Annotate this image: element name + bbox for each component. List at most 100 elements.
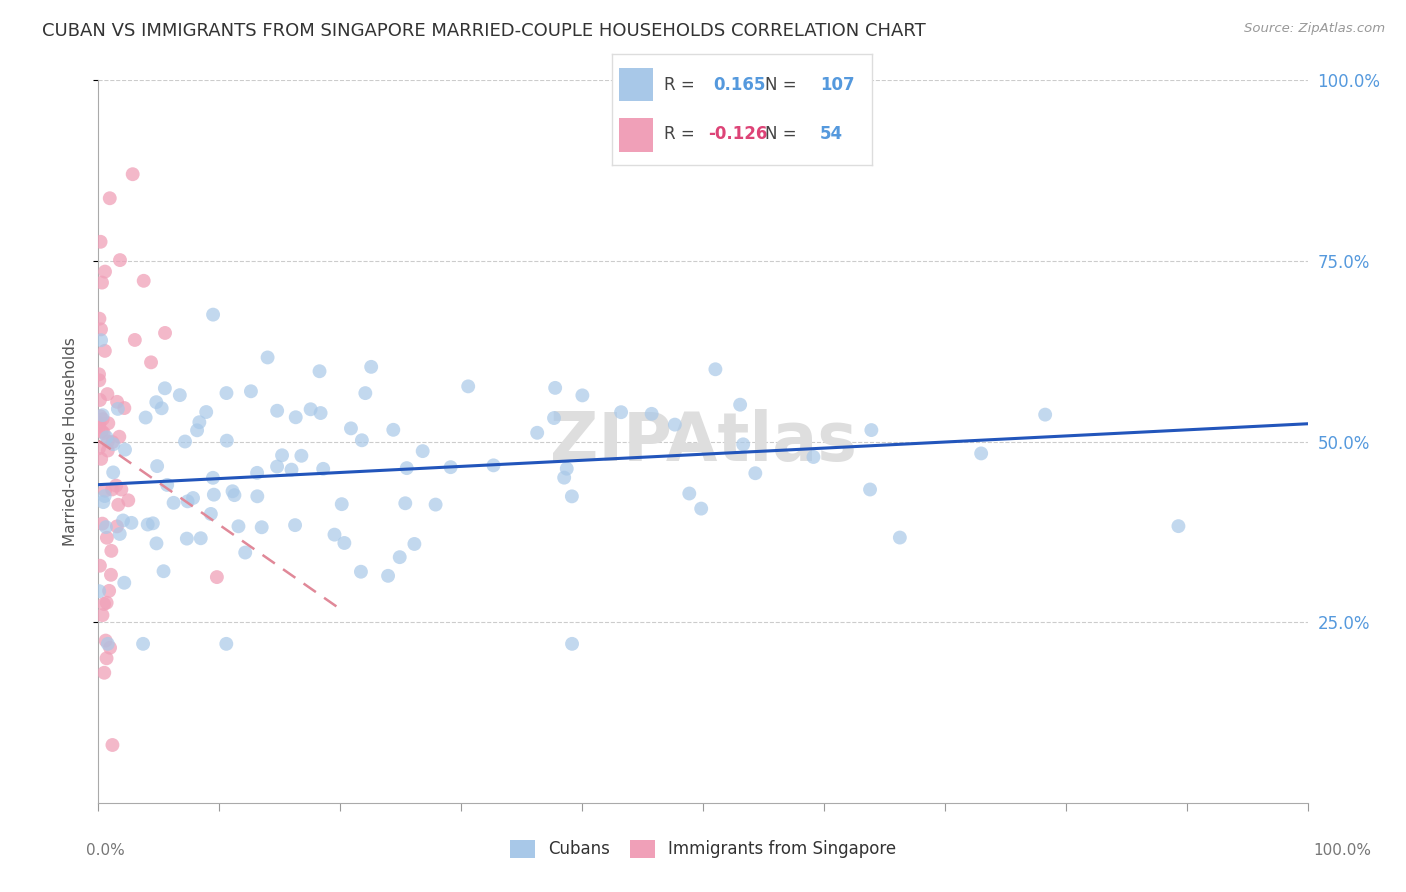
Point — [350, 434, 373, 448]
Point — [1167, 519, 1189, 533]
Point — [176, 532, 198, 546]
Point — [728, 398, 751, 412]
Point — [87, 368, 110, 382]
Point — [105, 478, 128, 492]
Point — [340, 421, 363, 435]
Point — [246, 466, 269, 480]
Point — [200, 507, 222, 521]
Bar — [620, 119, 654, 152]
Point — [215, 434, 238, 448]
Point — [94, 343, 117, 358]
Point — [181, 491, 204, 505]
Point — [90, 425, 112, 439]
Point — [360, 359, 382, 374]
Text: ZIPAtlas: ZIPAtlas — [550, 409, 856, 475]
Point — [188, 415, 211, 429]
Point — [139, 355, 162, 369]
Point — [87, 441, 110, 455]
Point — [150, 401, 173, 416]
Point — [90, 322, 112, 336]
Point — [112, 513, 135, 527]
Point — [440, 460, 463, 475]
Point — [110, 483, 132, 497]
Point — [121, 167, 143, 181]
Point — [152, 564, 174, 578]
Point — [97, 434, 120, 449]
Point — [96, 596, 118, 610]
Point — [704, 362, 727, 376]
Text: N =: N = — [765, 125, 801, 143]
Point — [202, 308, 225, 322]
Point — [90, 235, 112, 249]
Text: R =: R = — [664, 76, 700, 94]
Point — [482, 458, 505, 473]
Text: 0.165: 0.165 — [713, 76, 765, 94]
Point — [312, 462, 335, 476]
Text: -0.126: -0.126 — [707, 125, 768, 143]
Point — [215, 386, 238, 401]
Point — [91, 412, 114, 426]
Point — [103, 437, 125, 451]
Point — [114, 442, 136, 457]
Point — [156, 478, 179, 492]
Point — [664, 417, 686, 432]
Point — [91, 608, 114, 623]
Point — [744, 467, 766, 481]
Point — [425, 498, 447, 512]
Point — [246, 489, 269, 503]
Point — [860, 423, 883, 437]
Point — [101, 483, 124, 497]
Point — [153, 326, 176, 340]
Text: N =: N = — [765, 76, 801, 94]
Point — [543, 411, 565, 425]
Point — [96, 531, 118, 545]
Point — [101, 738, 124, 752]
Point — [190, 531, 212, 545]
Point — [640, 407, 662, 421]
Point — [103, 466, 125, 480]
Point — [108, 430, 131, 444]
Point — [271, 448, 294, 462]
Point — [195, 405, 218, 419]
Point — [354, 386, 377, 401]
Point — [98, 191, 121, 205]
Point — [132, 274, 155, 288]
Point — [98, 640, 121, 655]
Point — [145, 395, 167, 409]
Point — [803, 450, 825, 464]
Point — [132, 637, 155, 651]
Point — [91, 495, 114, 509]
Point — [94, 483, 117, 498]
Point — [526, 425, 548, 440]
Point — [100, 567, 122, 582]
Y-axis label: Married-couple Households: Married-couple Households — [63, 337, 77, 546]
Point — [89, 311, 111, 326]
Text: 100.0%: 100.0% — [1313, 843, 1372, 858]
Point — [112, 401, 135, 415]
Point — [266, 403, 288, 417]
Point — [96, 430, 118, 444]
Point — [280, 463, 302, 477]
Point — [101, 435, 124, 450]
Point — [233, 545, 256, 559]
Point — [174, 434, 197, 449]
Point — [205, 570, 228, 584]
Point — [162, 496, 184, 510]
Point — [89, 416, 111, 430]
Point — [202, 488, 225, 502]
Point — [124, 333, 146, 347]
Point — [97, 417, 120, 431]
Point — [96, 651, 118, 665]
Point — [105, 395, 128, 409]
Bar — [620, 68, 654, 102]
Point — [350, 565, 373, 579]
Point — [970, 446, 993, 460]
Point — [169, 388, 191, 402]
Point — [117, 493, 139, 508]
Point — [308, 364, 330, 378]
Point — [120, 516, 142, 530]
Point — [610, 405, 633, 419]
Point — [889, 531, 911, 545]
Point — [388, 550, 411, 565]
Point — [382, 423, 405, 437]
